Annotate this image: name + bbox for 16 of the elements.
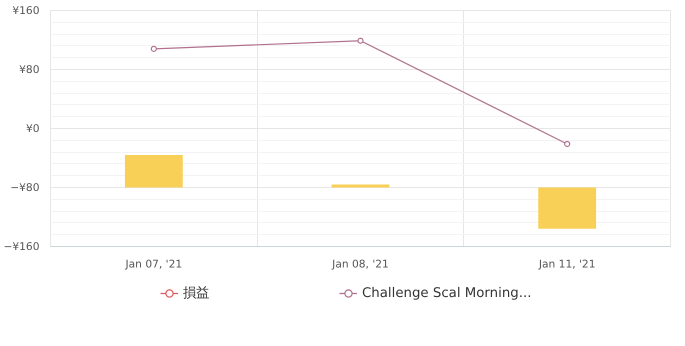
bar [538, 188, 596, 229]
bar [124, 155, 183, 188]
y-tick-label: −¥160 [3, 240, 40, 253]
legend-label: Challenge Scal Morning... [362, 286, 532, 300]
point [564, 140, 570, 148]
x-tick-label: Jan 07, '21 [124, 258, 182, 270]
point [150, 46, 157, 52]
bar [332, 184, 390, 188]
y-tick-label: ¥80 [19, 63, 40, 76]
point [357, 38, 364, 44]
x-tick-label: Jan 08, '21 [331, 258, 389, 270]
legend-label: 損益 [183, 285, 209, 302]
y-tick-label: ¥160 [12, 4, 40, 17]
x-tick-label: Jan 11, '21 [538, 258, 596, 270]
y-tick-label: −¥80 [10, 181, 40, 194]
y-tick-label: ¥0 [26, 122, 40, 135]
